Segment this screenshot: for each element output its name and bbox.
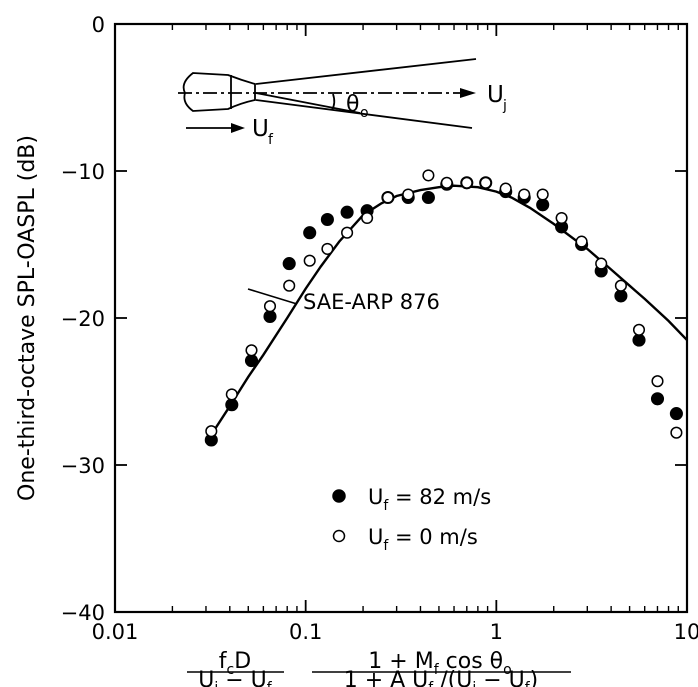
point-uf-82 bbox=[320, 212, 334, 227]
point-uf-0 bbox=[402, 188, 415, 201]
point-uf-82 bbox=[632, 333, 646, 347]
point-uf-0 bbox=[205, 425, 218, 438]
y-tick-label: −10 bbox=[61, 160, 105, 184]
legend-label-82: Uf = 82 m/s bbox=[368, 485, 491, 514]
point-uf-0 bbox=[341, 226, 354, 239]
point-uf-82 bbox=[225, 398, 239, 412]
angle-arc bbox=[331, 93, 336, 111]
point-uf-0 bbox=[422, 169, 435, 182]
x-tick-label: 0.01 bbox=[92, 620, 139, 644]
x-factor2-denominator: 1 + A Uf /(Uj − Uf) bbox=[344, 668, 539, 687]
x-tick-label: 1 bbox=[490, 620, 503, 644]
point-uf-82 bbox=[669, 407, 683, 421]
point-uf-0 bbox=[555, 211, 568, 225]
point-uf-0 bbox=[614, 279, 627, 292]
x-factor2-numerator: 1 + Mf cos θo bbox=[368, 649, 511, 678]
point-uf-0 bbox=[651, 375, 664, 388]
point-uf-0 bbox=[283, 279, 296, 292]
sae-arp-876-curve bbox=[204, 184, 688, 444]
point-uf-82 bbox=[536, 198, 550, 212]
point-uf-0 bbox=[670, 426, 683, 439]
jet-upper-boundary bbox=[255, 58, 477, 85]
svg-text:j: j bbox=[502, 98, 507, 114]
point-uf-0 bbox=[479, 176, 492, 189]
point-uf-82 bbox=[282, 257, 296, 271]
y-tick-label: −20 bbox=[61, 307, 105, 331]
jet-lower-boundary bbox=[255, 99, 473, 129]
svg-text:f: f bbox=[268, 132, 274, 148]
inset-label-theta: θ o bbox=[346, 92, 369, 121]
point-uf-82 bbox=[421, 190, 435, 205]
point-uf-0 bbox=[321, 242, 334, 255]
point-uf-0 bbox=[225, 388, 238, 401]
point-uf-0 bbox=[263, 300, 277, 313]
observer-angle-line bbox=[255, 92, 361, 114]
nozzle-inset bbox=[178, 58, 477, 133]
curve-label: SAE-ARP 876 bbox=[303, 290, 440, 314]
point-uf-0 bbox=[575, 235, 588, 248]
x-tick-label: 10 bbox=[674, 620, 698, 644]
point-uf-82 bbox=[244, 354, 259, 368]
point-uf-0 bbox=[381, 191, 394, 204]
point-uf-82 bbox=[340, 205, 354, 219]
inset-label-uj: U j bbox=[487, 82, 507, 114]
jet-arrowhead bbox=[460, 88, 476, 98]
data-points bbox=[204, 169, 683, 447]
legend: Uf = 82 m/s Uf = 0 m/s bbox=[332, 485, 491, 554]
x-factor1-numerator: fcD bbox=[219, 649, 251, 678]
plot-frame bbox=[113, 22, 689, 614]
point-uf-0 bbox=[499, 182, 512, 195]
svg-text:U: U bbox=[487, 82, 504, 108]
curve-label-leader bbox=[247, 288, 298, 305]
point-uf-0 bbox=[632, 323, 646, 336]
y-tick-label: 0 bbox=[92, 13, 105, 37]
legend-label-0: Uf = 0 m/s bbox=[368, 525, 478, 554]
y-tick-label: −40 bbox=[61, 601, 105, 625]
flight-arrowhead bbox=[231, 123, 245, 133]
y-tick-label: −30 bbox=[61, 454, 105, 478]
point-uf-82 bbox=[303, 226, 317, 240]
legend-marker-open bbox=[332, 529, 346, 543]
svg-text:o: o bbox=[360, 105, 369, 121]
point-uf-0 bbox=[361, 211, 374, 225]
point-uf-82 bbox=[263, 309, 277, 324]
x-axis-expression: fcD Uj − Uf 1 + Mf cos θo 1 + A Uf /(Uj … bbox=[187, 649, 571, 687]
axis-ticks bbox=[114, 23, 688, 613]
x-factor1-denominator: Uj − Uf bbox=[198, 668, 273, 687]
x-tick-label: 0.1 bbox=[289, 620, 322, 644]
point-uf-0 bbox=[440, 176, 453, 189]
point-uf-0 bbox=[460, 176, 473, 189]
inset-label-uf: U f bbox=[252, 116, 274, 148]
axis-tick-labels: 0.01 0.1 1 10 0 −10 −20 −30 −40 bbox=[61, 13, 698, 644]
point-uf-82 bbox=[650, 392, 665, 406]
point-uf-0 bbox=[518, 188, 531, 201]
y-axis-title: One-third-octave SPL-OASPL (dB) bbox=[15, 135, 40, 501]
nozzle-body bbox=[182, 72, 256, 112]
point-uf-82 bbox=[614, 289, 628, 303]
svg-text:θ: θ bbox=[346, 92, 359, 117]
legend-marker-filled bbox=[332, 489, 346, 503]
svg-text:U: U bbox=[252, 116, 269, 142]
point-uf-0 bbox=[595, 257, 608, 270]
point-uf-0 bbox=[303, 254, 316, 267]
point-uf-0 bbox=[245, 344, 258, 357]
point-uf-0 bbox=[536, 188, 549, 201]
